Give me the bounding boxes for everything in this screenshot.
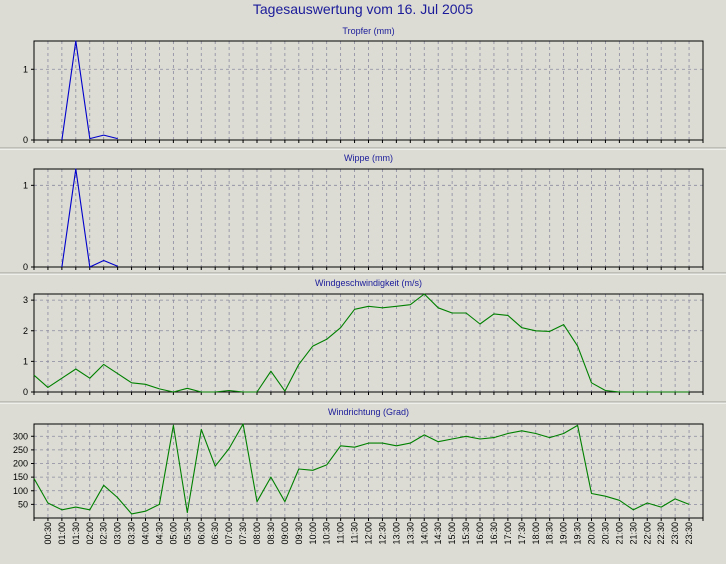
panel-title: Windrichtung (Grad) — [328, 407, 409, 417]
series-line — [33, 423, 690, 515]
x-tick-label: 03:00 — [113, 522, 123, 545]
plot-frame — [33, 423, 704, 519]
x-tick-label: 16:30 — [489, 522, 499, 545]
x-tick-label: 23:00 — [670, 522, 680, 545]
x-tick-label: 20:00 — [587, 522, 597, 545]
x-tick-label: 04:30 — [154, 522, 164, 545]
x-tick-label: 15:30 — [461, 522, 471, 545]
y-tick-label: 100 — [13, 486, 28, 496]
x-tick-label: 01:00 — [57, 522, 67, 545]
chart-panel-2: Wippe (mm) 0 1 — [0, 147, 726, 272]
x-tick-label: 19:30 — [573, 522, 583, 545]
y-tick-label: 1 — [23, 180, 28, 190]
chart-panel-1: Tropfer (mm) 0 1 — [23, 26, 704, 145]
x-tick-label: 06:30 — [210, 522, 220, 545]
x-tick-label: 09:00 — [280, 522, 290, 545]
plot-frame — [33, 40, 704, 141]
x-axis-labels: 00:30 01:00 01:30 02:00 02:30 03:00 03:30 04:00… — [43, 522, 694, 545]
x-tick-label: 17:00 — [503, 522, 513, 545]
x-tick-label: 05:00 — [168, 522, 178, 545]
y-tick-label: 0 — [23, 262, 28, 272]
x-tick-label: 08:30 — [266, 522, 276, 545]
x-tick-label: 20:30 — [600, 522, 610, 545]
y-tick-label: 200 — [13, 459, 28, 469]
y-tick-label: 50 — [18, 499, 28, 509]
y-tick-label: 0 — [23, 387, 28, 397]
x-tick-label: 23:30 — [684, 522, 694, 545]
y-tick-label: 150 — [13, 472, 28, 482]
x-tick-label: 19:00 — [559, 522, 569, 545]
y-tick-label: 1 — [23, 356, 28, 366]
x-tick-label: 14:00 — [419, 522, 429, 545]
series-line — [33, 293, 690, 393]
x-tick-label: 11:30 — [350, 522, 360, 544]
panel-title: Windgeschwindigkeit (m/s) — [315, 278, 422, 288]
main-title: Tagesauswertung vom 16. Jul 2005 — [252, 1, 474, 17]
x-tick-label: 22:30 — [656, 522, 666, 545]
x-tick-label: 16:00 — [475, 522, 485, 545]
series-line — [61, 168, 118, 268]
panel-title: Tropfer (mm) — [342, 26, 394, 36]
chart-panel-3: Windgeschwindigkeit (m/s) 0 1 2 3 — [0, 272, 726, 397]
x-tick-label: 01:30 — [71, 522, 81, 545]
x-tick-label: 21:30 — [628, 522, 638, 545]
x-tick-label: 21:00 — [614, 522, 624, 545]
x-tick-label: 10:00 — [308, 522, 318, 545]
y-tick-label: 0 — [23, 135, 28, 145]
chart-panel-4: Windrichtung (Grad) 50 100 150 200 250 300 — [0, 401, 726, 521]
x-tick-label: 05:30 — [182, 522, 192, 545]
y-tick-label: 1 — [23, 64, 28, 74]
plot-frame — [33, 168, 704, 268]
x-tick-label: 22:00 — [642, 522, 652, 545]
x-tick-label: 09:30 — [294, 522, 304, 545]
x-tick-label: 11:00 — [336, 522, 346, 544]
x-tick-label: 13:30 — [405, 522, 415, 545]
x-tick-label: 03:30 — [127, 522, 137, 545]
y-tick-label: 2 — [23, 326, 28, 336]
series-line — [61, 40, 118, 141]
x-tick-label: 00:30 — [43, 522, 53, 545]
panel-title: Wippe (mm) — [344, 153, 393, 163]
x-tick-label: 18:00 — [531, 522, 541, 545]
x-tick-label: 18:30 — [545, 522, 555, 545]
x-tick-label: 12:00 — [364, 522, 374, 545]
x-tick-label: 04:00 — [141, 522, 151, 545]
x-tick-label: 13:00 — [391, 522, 401, 545]
x-tick-label: 12:30 — [377, 522, 387, 545]
x-tick-label: 02:30 — [99, 522, 109, 545]
x-tick-label: 15:00 — [447, 522, 457, 545]
x-tick-label: 17:30 — [517, 522, 527, 545]
y-tick-label: 3 — [23, 295, 28, 305]
x-tick-label: 02:00 — [85, 522, 95, 545]
x-tick-label: 08:00 — [252, 522, 262, 545]
y-tick-label: 250 — [13, 445, 28, 455]
x-tick-label: 10:30 — [322, 522, 332, 545]
y-tick-label: 300 — [13, 431, 28, 441]
x-tick-label: 14:30 — [433, 522, 443, 545]
plot-frame — [33, 293, 704, 393]
x-tick-label: 06:00 — [196, 522, 206, 545]
x-tick-label: 07:00 — [224, 522, 234, 545]
x-tick-label: 07:30 — [238, 522, 248, 545]
